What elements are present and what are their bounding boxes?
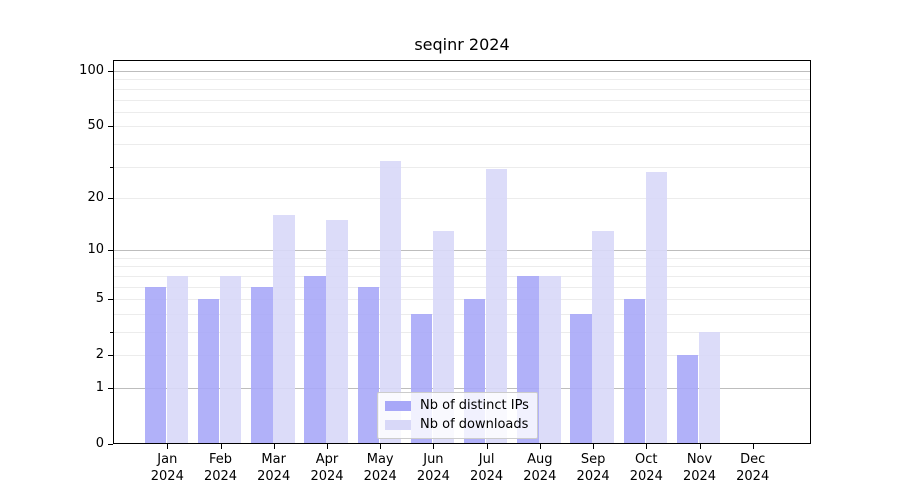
plot-area [113, 60, 811, 444]
y-tick-5 [108, 299, 113, 301]
gridline-minor-4 [113, 313, 811, 315]
x-tick-label-may: May 2024 [363, 452, 397, 484]
x-tick-label-jan: Jan 2024 [150, 452, 184, 484]
y-tick-label-10: 10 [87, 242, 104, 258]
bar-downloads-sep [592, 230, 614, 444]
bar-distinct-ips-sep [570, 313, 592, 444]
gridline-minor-6 [113, 286, 811, 288]
x-tick-may [380, 444, 382, 449]
gridline-minor-2 [113, 355, 811, 357]
x-tick-label-dec: Dec 2024 [736, 452, 770, 484]
bar-downloads-jan [166, 275, 189, 444]
x-tick-label-aug: Aug 2024 [523, 452, 557, 484]
bar-distinct-ips-jan [144, 286, 167, 444]
y-tick-100 [108, 71, 113, 72]
gridline-minor-9 [113, 257, 811, 259]
x-tick-label-oct: Oct 2024 [629, 452, 663, 484]
y-tick-20 [108, 197, 113, 199]
bar-distinct-ips-oct [623, 299, 646, 444]
gridline-minor-80 [113, 88, 811, 90]
y-tick-50 [108, 126, 113, 128]
bar-downloads-aug [539, 275, 561, 444]
y-tick-0 [108, 444, 113, 445]
bar-downloads-jun [432, 230, 455, 444]
legend-row-distinct-ips: Nb of distinct IPs [385, 398, 529, 414]
x-tick-label-mar: Mar 2024 [257, 452, 291, 484]
gridline-minor-70 [113, 99, 811, 101]
y-tick-label-100: 100 [79, 63, 104, 78]
x-tick-jul [486, 444, 488, 449]
x-tick-apr [327, 444, 328, 449]
gridline-minor-7 [113, 275, 811, 277]
gridline-minor-3 [113, 332, 811, 333]
legend: Nb of distinct IPs Nb of downloads [377, 392, 538, 439]
y-tick-label-20: 20 [87, 189, 104, 205]
x-tick-aug [539, 444, 541, 449]
x-tick-label-feb: Feb 2024 [203, 452, 238, 484]
x-tick-label-apr: Apr 2024 [310, 452, 344, 484]
chart-title: seqinr 2024 [414, 35, 510, 54]
bar-downloads-apr [326, 219, 348, 444]
gridline-minor-90 [113, 79, 811, 81]
bar-downloads-mar [273, 215, 295, 444]
gridline-major-100 [113, 71, 811, 72]
legend-row-downloads: Nb of downloads [385, 417, 529, 433]
legend-label-downloads: Nb of downloads [420, 417, 529, 432]
legend-swatch-downloads [385, 420, 411, 430]
x-tick-label-sep: Sep 2024 [576, 452, 610, 484]
y-tick-label-50: 50 [87, 118, 104, 134]
x-tick-label-nov: Nov 2024 [682, 452, 717, 484]
x-tick-jun [433, 444, 435, 449]
gridline-major-1 [113, 388, 811, 389]
gridline-minor-20 [113, 197, 811, 199]
y-tick-label-0: 0 [95, 436, 104, 451]
bar-distinct-ips-may [357, 286, 379, 444]
x-tick-feb [220, 444, 222, 449]
y-tick-10 [108, 250, 113, 252]
x-tick-nov [699, 444, 701, 449]
bar-distinct-ips-apr [304, 275, 326, 444]
x-tick-sep [593, 444, 595, 449]
bar-downloads-oct [645, 171, 668, 444]
bar-distinct-ips-mar [251, 286, 273, 444]
x-tick-label-jul: Jul 2024 [470, 452, 504, 484]
y-tick-label-5: 5 [95, 291, 104, 307]
x-tick-dec [752, 444, 754, 449]
x-tick-oct [646, 444, 648, 449]
y-tick-label-2: 2 [95, 347, 104, 363]
x-tick-jan [167, 444, 169, 449]
x-tick-mar [273, 444, 275, 449]
bar-downloads-feb [219, 275, 242, 444]
x-tick-label-jun: Jun 2024 [416, 452, 450, 484]
gridline-major-10 [113, 250, 811, 252]
bar-downloads-nov [698, 332, 721, 444]
bar-downloads-may [379, 161, 401, 444]
gridline-minor-30 [113, 166, 811, 168]
y-tick-2 [108, 355, 113, 357]
legend-label-distinct-ips: Nb of distinct IPs [420, 398, 529, 413]
bar-distinct-ips-nov [676, 355, 699, 444]
gridline-minor-40 [113, 143, 811, 145]
y-minortick-30 [110, 166, 113, 168]
bar-distinct-ips-feb [197, 299, 220, 444]
y-minortick-3 [110, 332, 113, 333]
gridline-minor-8 [113, 266, 811, 268]
y-tick-1 [108, 388, 113, 389]
bar-downloads-jul [485, 169, 508, 444]
legend-swatch-distinct-ips [385, 401, 411, 411]
gridline-minor-60 [113, 111, 811, 113]
gridline-minor-5 [113, 299, 811, 301]
gridline-minor-50 [113, 126, 811, 128]
y-tick-label-1: 1 [95, 380, 104, 395]
